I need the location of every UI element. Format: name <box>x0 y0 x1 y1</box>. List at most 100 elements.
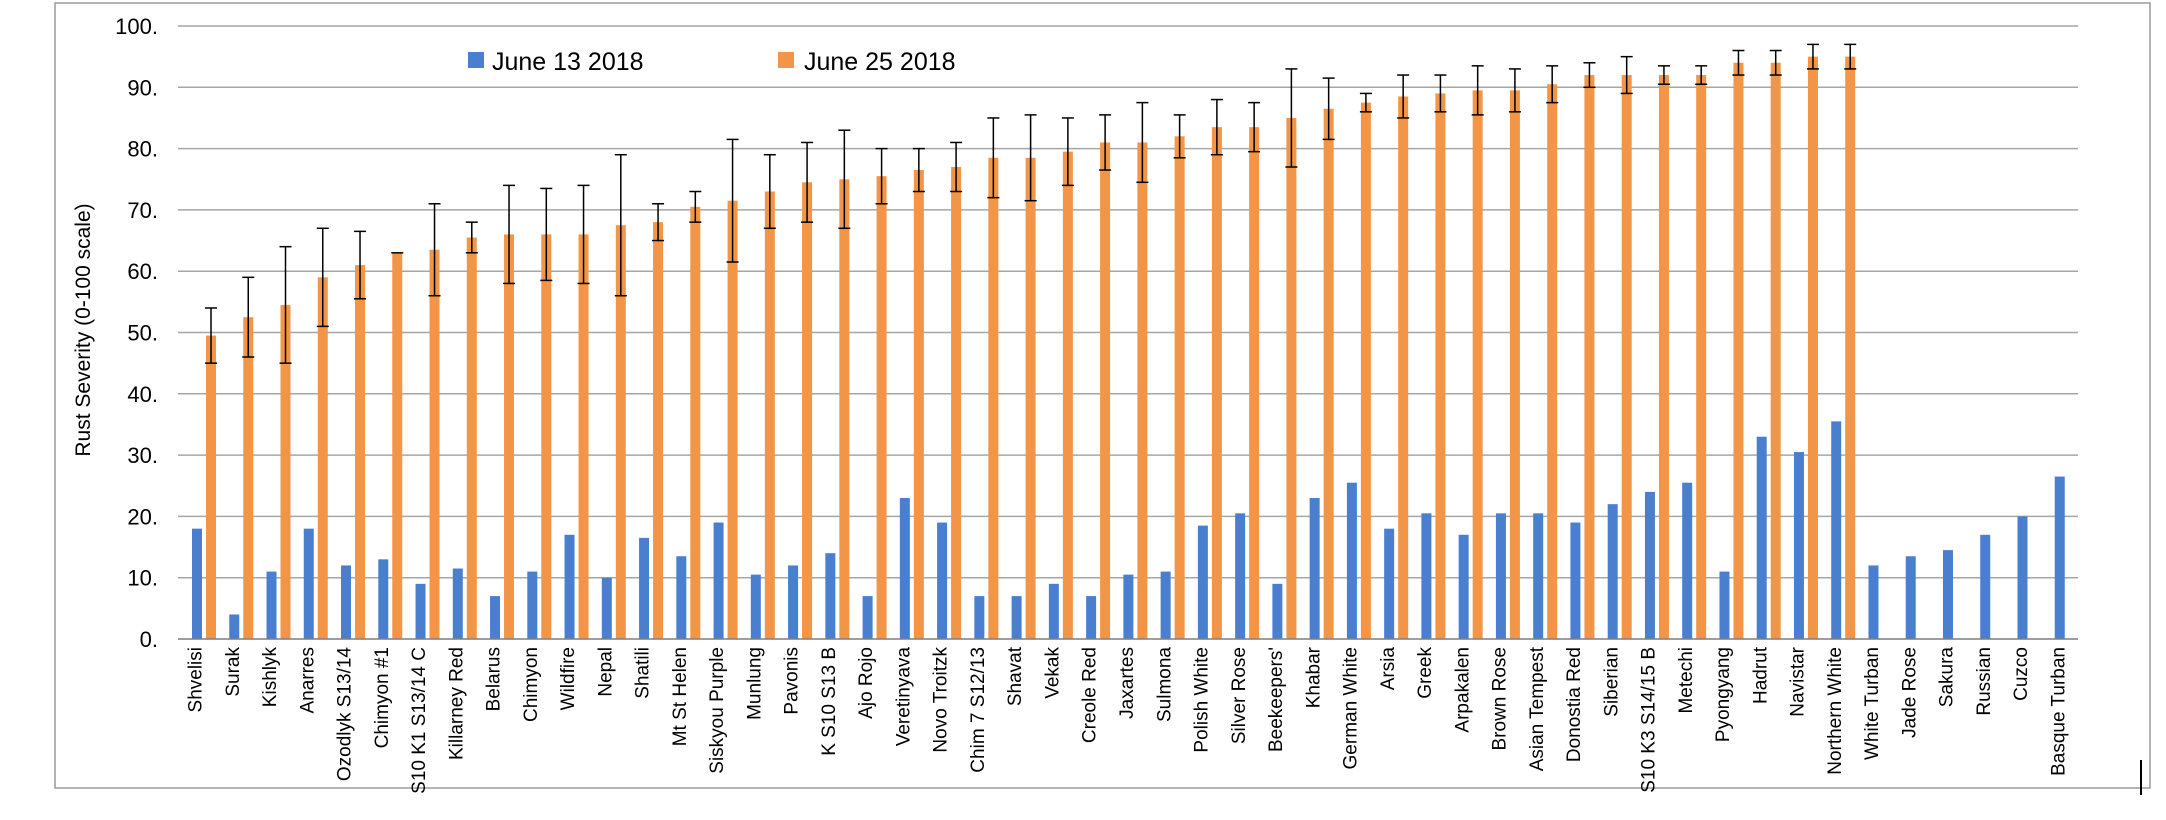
x-tick-label: Northern White <box>1825 647 1846 775</box>
error-bar-jaxartes <box>1136 101 1149 184</box>
bar-june-13-killarney-red <box>452 568 463 639</box>
y-axis-ticks: 0. 10. 20. 30. 40. 50. 60. 70. 80. 90. 100. <box>115 14 158 652</box>
error-bar-wildfire <box>577 184 590 285</box>
bar-june-13-sakura <box>1942 550 1953 639</box>
x-tick-label: Kishlyk <box>260 647 281 708</box>
error-bar-german-white <box>1359 92 1372 113</box>
bar-june-25-s10-k3-s14-15-b <box>1658 75 1669 640</box>
bar-june-13-donostia-red <box>1570 522 1581 639</box>
error-bar-chimyon <box>540 187 553 282</box>
bar-june-25-northern-white <box>1845 56 1856 639</box>
bar-june-25-shavat <box>1025 157 1036 640</box>
y-tick-label: 30. <box>127 443 158 468</box>
error-bar-pavonis <box>801 141 814 223</box>
error-bar-khabar <box>1322 77 1335 141</box>
x-tick-label: Shatili <box>633 647 654 699</box>
x-tick-label: Basque Turban <box>2048 647 2069 776</box>
error-bar-asian-tempest <box>1546 65 1559 104</box>
bar-june-25-navistar <box>1807 56 1818 639</box>
bar-june-13-asian-tempest <box>1533 513 1544 639</box>
bar-june-25-wildfire <box>578 234 589 640</box>
x-tick-label: Belarus <box>484 647 505 711</box>
bar-june-13-nepal <box>601 577 612 639</box>
bar-june-25-asian-tempest <box>1547 84 1558 640</box>
error-bar-veretinyava <box>912 147 925 193</box>
error-bar-s10-k1-s13-14-c <box>428 203 441 297</box>
error-bar-polish-white <box>1210 98 1223 156</box>
bar-june-13-shavat <box>1011 596 1022 639</box>
error-bar-metechi <box>1695 65 1708 85</box>
bar-june-13-pavonis <box>788 565 799 639</box>
bar-june-25-donostia-red <box>1584 75 1595 640</box>
error-bar-donostia-red <box>1583 62 1596 89</box>
bar-june-13-jade-rose <box>1905 556 1916 639</box>
x-tick-label: Shavat <box>1005 646 1026 706</box>
bar-june-13-beekeepers <box>1272 583 1283 639</box>
bar-june-25-ajo-rojo <box>876 176 887 639</box>
x-tick-label: Chim 7 S12/13 <box>968 647 989 773</box>
x-tick-label: Asian Tempest <box>1527 646 1548 771</box>
bar-june-25-ozodlyk-s13-14 <box>355 265 366 639</box>
bar-june-25-sulmona <box>1174 136 1185 639</box>
bar-june-13-brown-rose <box>1495 513 1506 639</box>
x-tick-label: Arpakalen <box>1452 647 1473 733</box>
bar-june-25-german-white <box>1360 102 1371 639</box>
bar-june-25-pavonis <box>802 182 813 639</box>
bar-june-13-khabar <box>1309 498 1320 639</box>
gridlines <box>178 25 2078 579</box>
bar-june-13-basque-turban <box>2054 476 2065 639</box>
x-tick-label: Sakura <box>1937 647 1958 708</box>
bar-june-13-metechi <box>1682 482 1693 639</box>
y-tick-label: 0. <box>140 627 158 652</box>
y-tick-label: 50. <box>127 321 158 346</box>
error-bar-nepal <box>614 153 627 297</box>
bar-june-13-chimyon <box>527 571 538 639</box>
bar-june-13-navistar <box>1793 452 1804 639</box>
bar-june-25-silver-rose <box>1249 127 1260 640</box>
y-tick-label: 60. <box>127 259 158 284</box>
x-tick-label: S10 K3 S14/15 B <box>1639 647 1660 793</box>
bar-june-13-pyongyang <box>1719 571 1730 639</box>
error-bar-shatili <box>652 203 665 242</box>
y-tick-label: 20. <box>127 504 158 529</box>
bar-june-13-northern-white <box>1831 421 1842 639</box>
bar-june-25-kishlyk <box>280 304 291 639</box>
error-bar-shvelisi <box>205 307 217 364</box>
x-tick-label: Russian <box>1974 647 1995 716</box>
error-bar-belarus <box>503 184 516 285</box>
x-tick-label: Nepal <box>595 647 616 697</box>
bar-june-25-k-s10-s13-b <box>839 179 850 639</box>
bar-june-25-pyongyang <box>1733 62 1744 639</box>
legend-swatch-june-25 <box>778 52 794 68</box>
error-bar-vekak <box>1061 117 1074 187</box>
bar-june-13-anarres <box>303 528 314 639</box>
error-bar-greek <box>1434 74 1447 113</box>
bar-june-13-veretinyava <box>899 498 910 639</box>
x-tick-label: Polish White <box>1192 647 1213 753</box>
error-bar-brown-rose <box>1508 68 1521 113</box>
bar-june-13-kishlyk <box>266 571 277 639</box>
bar-june-25-s10-k1-s13-14-c <box>429 249 440 639</box>
error-bar-beekeepers <box>1285 68 1298 168</box>
error-bar-pyongyang <box>1732 49 1745 76</box>
bar-june-25-polish-white <box>1211 127 1222 640</box>
y-tick-label: 90. <box>127 75 158 100</box>
error-bar-k-s10-s13-b <box>838 129 851 230</box>
bar-june-25-brown-rose <box>1509 90 1520 640</box>
x-tick-label: German White <box>1341 647 1362 769</box>
bar-june-25-anarres <box>317 277 328 639</box>
x-tick-label: White Turban <box>1862 647 1883 760</box>
bar-june-13-greek <box>1421 513 1432 639</box>
bar-june-25-novo-troitzk <box>951 166 962 640</box>
error-bar-killarney-red <box>465 221 478 254</box>
bar-june-13-ajo-rojo <box>862 596 873 639</box>
y-tick-label: 100. <box>115 14 158 39</box>
x-tick-label: Creole Red <box>1080 647 1101 743</box>
x-tick-label: S10 K1 S13/14 C <box>409 647 430 794</box>
x-tick-label: Donostia Red <box>1564 647 1585 762</box>
bar-june-25-chimyon-1 <box>392 252 403 639</box>
y-tick-label: 70. <box>127 198 158 223</box>
x-tick-label: Wildfire <box>558 647 579 710</box>
error-bar-navistar <box>1806 43 1819 70</box>
